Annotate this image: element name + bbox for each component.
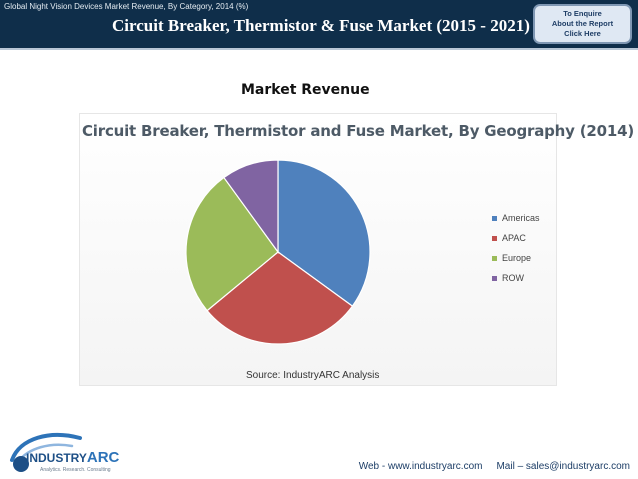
enquire-line-1: To Enquire	[563, 9, 602, 18]
enquire-line-2: About the Report	[551, 19, 614, 28]
legend-swatch-europe	[492, 256, 497, 261]
enquire-button[interactable]: To Enquire About the Report Click Here	[533, 4, 632, 44]
pie-slice-row	[223, 159, 279, 254]
logo-main-text: INDUSTRY	[26, 451, 87, 465]
pie-slices	[185, 159, 371, 345]
chart-title: Circuit Breaker, Thermistor and Fuse Mar…	[82, 122, 635, 140]
legend-label-americas: Americas	[502, 213, 540, 223]
web-link[interactable]: Web - www.industryarc.com	[358, 461, 483, 472]
industryarc-logo[interactable]: INDUSTRYARC Analytics. Research. Consult…	[6, 426, 126, 476]
legend-swatch-apac	[492, 236, 497, 241]
legend-label-apac: APAC	[502, 233, 526, 243]
logo-swoosh-icon	[10, 433, 82, 472]
chart-source: Source: IndustryARC Analysis	[246, 370, 380, 381]
footer-contacts: Web - www.industryarc.com Mail – sales@in…	[359, 461, 630, 472]
legend-label-row: ROW	[502, 273, 525, 283]
legend-swatch-row	[492, 276, 497, 281]
pie-chart: Americas APAC Europe ROW	[185, 159, 540, 345]
pie-slice-americas	[277, 159, 371, 307]
section-heading: Market Revenue	[241, 82, 370, 98]
legend-swatch-americas	[492, 216, 497, 221]
pie-slice-apac	[206, 251, 354, 345]
chart-legend: Americas APAC Europe ROW	[492, 213, 540, 283]
logo-wordmark: INDUSTRYARC	[26, 449, 119, 466]
header-banner: Global Night Vision Devices Market Reven…	[0, 0, 638, 50]
page-title: Circuit Breaker, Thermistor & Fuse Marke…	[112, 16, 530, 35]
header-caption: Global Night Vision Devices Market Reven…	[4, 2, 249, 11]
mail-link[interactable]: Mail – sales@industryarc.com	[496, 461, 630, 472]
pie-slice-europe	[185, 176, 279, 312]
chart-panel: Americas APAC Europe ROW Circuit Breaker, T…	[79, 113, 634, 386]
enquire-line-3: Click Here	[564, 29, 601, 38]
legend-label-europe: Europe	[502, 253, 531, 263]
logo-accent-text: ARC	[86, 449, 120, 466]
logo-tagline: Analytics. Research. Consulting	[40, 467, 111, 473]
